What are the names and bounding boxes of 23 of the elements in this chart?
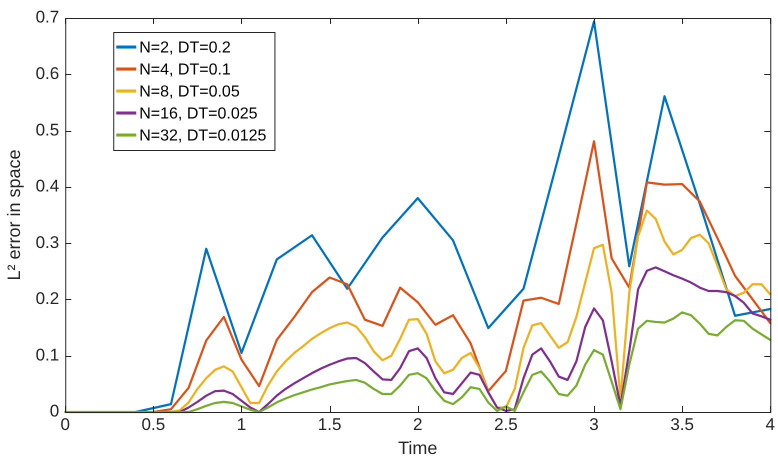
legend-label: N=8, DT=0.05 <box>139 83 240 100</box>
y-tick-label: 0.4 <box>36 176 60 196</box>
y-tick-label: 0.1 <box>36 345 60 364</box>
y-tick-label: 0.5 <box>36 120 60 140</box>
y-tick-label: 0.7 <box>36 8 60 27</box>
legend-label: N=2, DT=0.2 <box>139 39 231 56</box>
legend-label: N=32, DT=0.0125 <box>139 127 267 144</box>
y-axis-title: L² error in space <box>4 149 24 281</box>
legend-label: N=16, DT=0.025 <box>139 105 258 122</box>
x-tick-label: 3.5 <box>670 414 694 434</box>
x-tick-label: 1 <box>236 414 246 434</box>
y-tick-label: 0.6 <box>36 64 60 83</box>
x-tick-label: 3 <box>589 414 599 434</box>
x-tick-label: 2 <box>413 414 422 434</box>
x-tick-label: 4 <box>766 414 776 434</box>
x-axis-title: Time <box>398 438 438 458</box>
x-tick-label: 0.5 <box>142 414 166 434</box>
y-tick-label: 0.2 <box>36 289 60 308</box>
y-tick-label: 0 <box>50 402 60 421</box>
y-tick-label: 0.3 <box>36 232 60 252</box>
x-tick-label: 1.5 <box>318 414 342 434</box>
x-tick-label: 2.5 <box>494 414 518 434</box>
legend-label: N=4, DT=0.1 <box>139 61 231 78</box>
